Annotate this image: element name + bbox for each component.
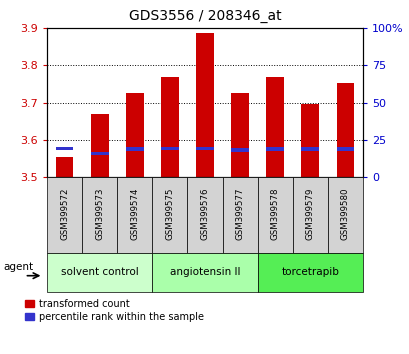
Text: GDS3556 / 208346_at: GDS3556 / 208346_at — [128, 9, 281, 23]
Text: solvent control: solvent control — [61, 267, 138, 277]
Legend: transformed count, percentile rank within the sample: transformed count, percentile rank withi… — [25, 299, 203, 321]
FancyBboxPatch shape — [47, 253, 152, 292]
FancyBboxPatch shape — [82, 177, 117, 253]
Bar — [126, 147, 143, 151]
Bar — [196, 147, 213, 150]
FancyBboxPatch shape — [47, 177, 82, 253]
Text: GSM399579: GSM399579 — [305, 187, 314, 240]
Bar — [336, 83, 353, 177]
Bar — [161, 147, 178, 150]
Text: GSM399572: GSM399572 — [60, 187, 69, 240]
Bar — [91, 114, 108, 177]
FancyBboxPatch shape — [152, 253, 257, 292]
FancyBboxPatch shape — [257, 177, 292, 253]
Bar — [301, 104, 318, 177]
FancyBboxPatch shape — [187, 177, 222, 253]
Text: GSM399573: GSM399573 — [95, 187, 104, 240]
Bar — [91, 152, 108, 155]
Bar — [196, 33, 213, 177]
FancyBboxPatch shape — [292, 177, 327, 253]
Bar — [266, 77, 283, 177]
Bar — [301, 147, 318, 151]
Text: GSM399574: GSM399574 — [130, 187, 139, 240]
Text: angiotensin II: angiotensin II — [169, 267, 240, 277]
FancyBboxPatch shape — [222, 177, 257, 253]
Bar — [161, 77, 178, 177]
Bar — [56, 147, 73, 150]
Text: GSM399575: GSM399575 — [165, 187, 174, 240]
FancyBboxPatch shape — [257, 253, 362, 292]
Bar — [126, 93, 143, 177]
Bar — [266, 147, 283, 151]
FancyBboxPatch shape — [152, 177, 187, 253]
Bar — [231, 148, 248, 152]
Bar — [56, 156, 73, 177]
Bar — [231, 93, 248, 177]
Text: GSM399576: GSM399576 — [200, 187, 209, 240]
Text: GSM399578: GSM399578 — [270, 187, 279, 240]
Bar — [336, 147, 353, 151]
Text: GSM399577: GSM399577 — [235, 187, 244, 240]
Text: torcetrapib: torcetrapib — [281, 267, 338, 277]
FancyBboxPatch shape — [327, 177, 362, 253]
Text: agent: agent — [4, 262, 34, 272]
Text: GSM399580: GSM399580 — [340, 187, 349, 240]
FancyBboxPatch shape — [117, 177, 152, 253]
